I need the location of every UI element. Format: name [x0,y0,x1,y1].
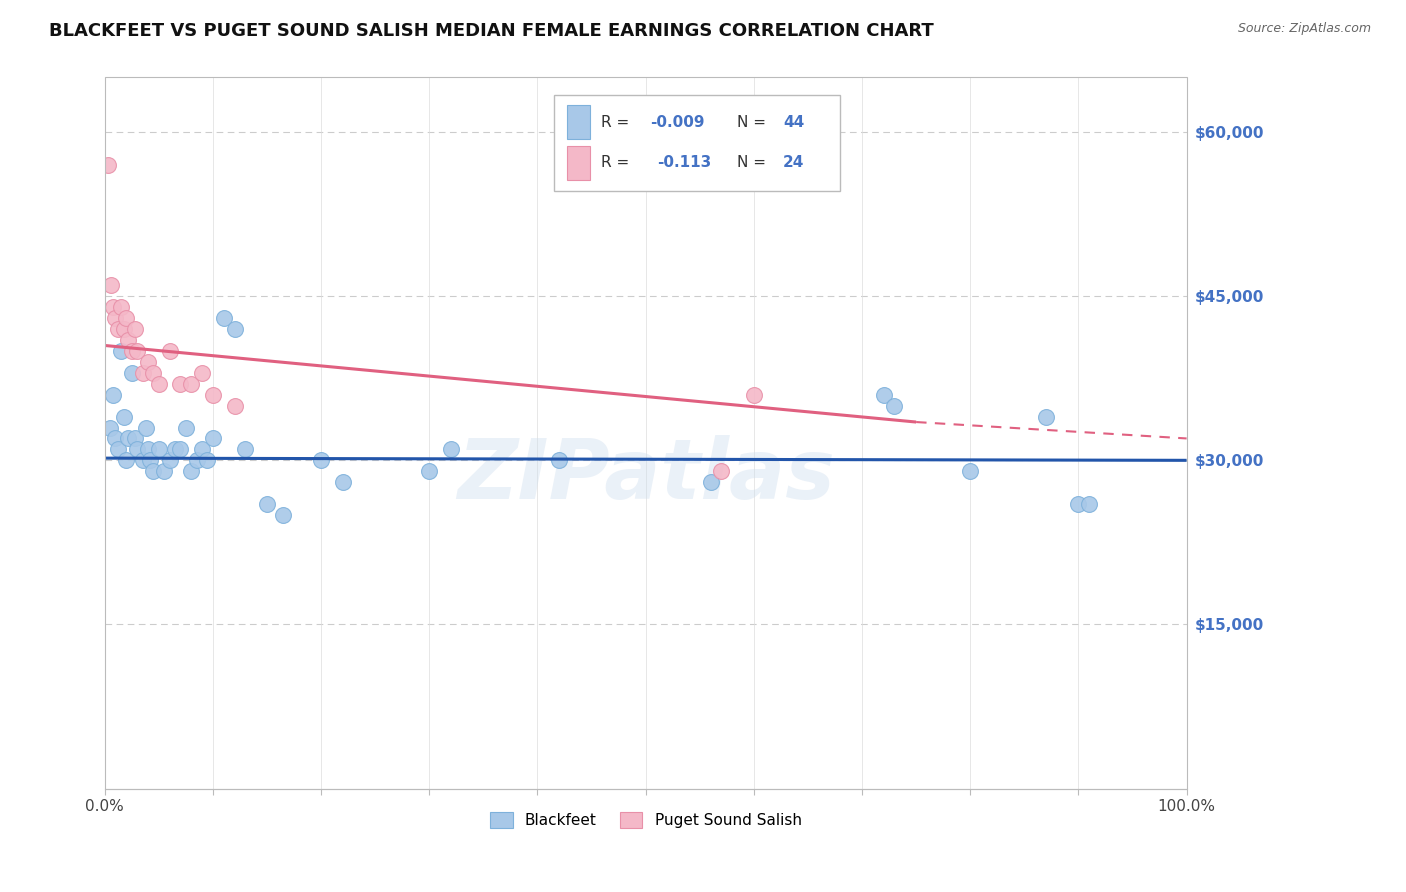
Text: -0.113: -0.113 [658,155,711,170]
Point [873,387,896,401]
Point [148,376,170,391]
Text: N =: N = [737,155,770,170]
Point [883,399,905,413]
Point [112,409,135,424]
Point [224,399,246,413]
Point [180,464,202,478]
Legend: Blackfeet, Puget Sound Salish: Blackfeet, Puget Sound Salish [484,806,808,834]
Point [98,420,121,434]
Point [121,343,143,358]
Point [169,442,191,457]
Point [153,464,176,478]
Point [107,322,129,336]
Point [332,475,354,490]
FancyBboxPatch shape [554,95,841,191]
Point [100,278,122,293]
Point [710,464,733,478]
Text: N =: N = [737,115,770,129]
Point [548,453,571,467]
Bar [104,78,1187,789]
Point [212,311,235,326]
Text: R =: R = [602,155,640,170]
Point [224,322,246,336]
Point [142,464,165,478]
Point [124,322,146,336]
Point [191,442,214,457]
Text: BLACKFEET VS PUGET SOUND SALISH MEDIAN FEMALE EARNINGS CORRELATION CHART: BLACKFEET VS PUGET SOUND SALISH MEDIAN F… [49,22,934,40]
Point [121,366,143,380]
Point [1078,497,1101,511]
Point [104,432,127,446]
Text: Source: ZipAtlas.com: Source: ZipAtlas.com [1237,22,1371,36]
Point [169,376,191,391]
Point [1035,409,1057,424]
Point [159,343,181,358]
Point [1067,497,1090,511]
Point [742,387,765,401]
Point [256,497,278,511]
Point [309,453,332,467]
Point [139,453,162,467]
Point [163,442,186,457]
Text: 44: 44 [783,115,804,129]
Point [107,442,129,457]
FancyBboxPatch shape [567,105,591,139]
Point [142,366,165,380]
Point [186,453,208,467]
Point [135,420,157,434]
Point [131,453,153,467]
Point [233,442,256,457]
Point [131,366,153,380]
Point [159,453,181,467]
Point [97,158,120,172]
Point [191,366,214,380]
Point [136,355,159,369]
Point [271,508,294,522]
Text: R =: R = [602,115,634,129]
Point [127,442,149,457]
Point [197,453,219,467]
Point [136,442,159,457]
Point [148,442,170,457]
Point [115,453,138,467]
Point [699,475,721,490]
Text: 24: 24 [783,155,804,170]
Point [959,464,981,478]
Point [174,420,197,434]
Point [103,387,125,401]
Point [201,432,224,446]
Point [103,300,125,314]
Point [180,376,202,391]
Point [115,311,138,326]
Point [112,322,135,336]
Text: -0.009: -0.009 [650,115,704,129]
Point [117,432,139,446]
Point [418,464,440,478]
Point [201,387,224,401]
Point [124,432,146,446]
Point [117,333,139,347]
Point [110,300,132,314]
Text: ZIPatlas: ZIPatlas [457,435,835,516]
Point [110,343,132,358]
Point [440,442,463,457]
Point [104,311,127,326]
Point [127,343,149,358]
FancyBboxPatch shape [567,145,591,180]
